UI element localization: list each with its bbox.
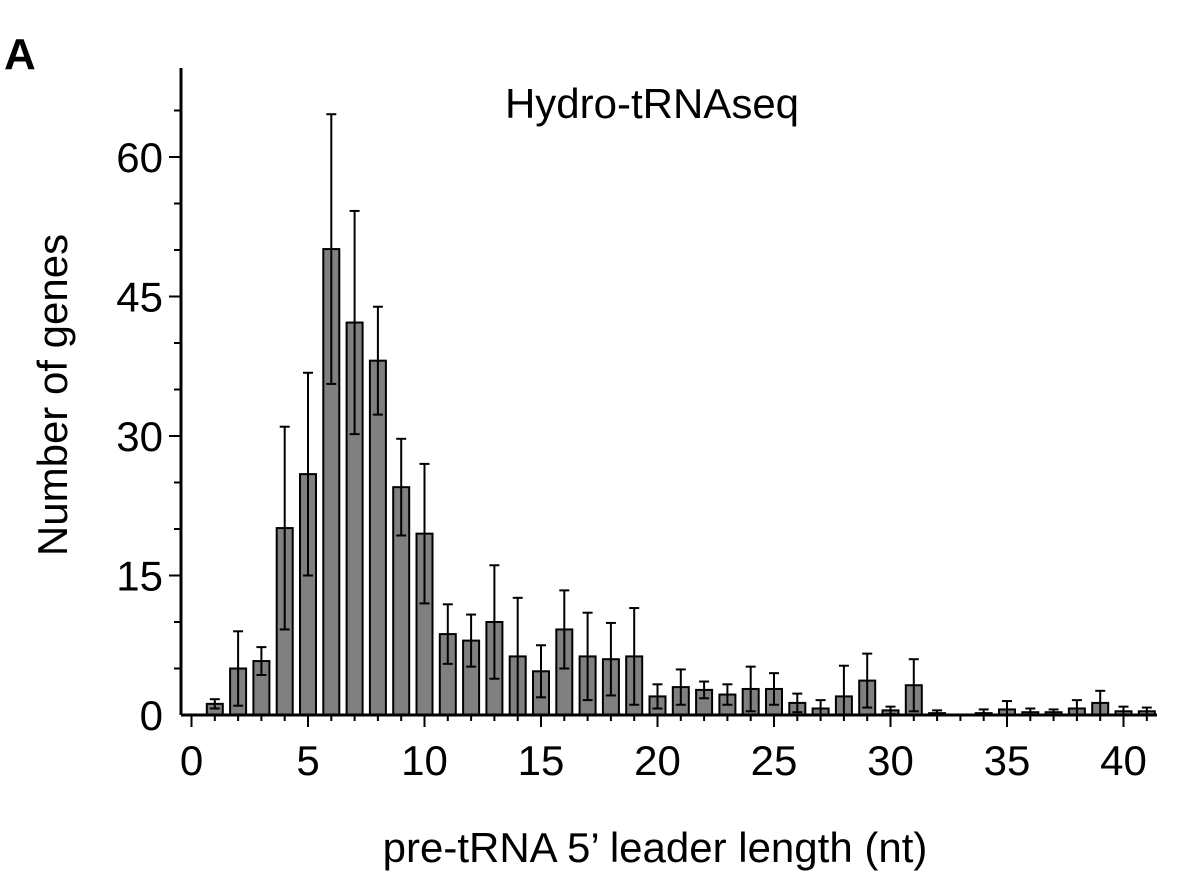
y-tick-label: 15 [116,553,163,600]
x-tick-label: 20 [634,737,681,784]
y-tick-label: 60 [116,134,163,181]
x-tick-label: 25 [751,737,798,784]
x-tick-label: 30 [867,737,914,784]
y-tick-label: 0 [140,692,163,739]
x-tick-label: 15 [518,737,565,784]
x-tick-label: 35 [984,737,1031,784]
x-tick-label: 5 [296,737,319,784]
bars-group [205,248,1156,717]
x-tick-label: 40 [1100,737,1147,784]
y-axis-label: Number of genes [29,234,76,556]
x-tick-label: 10 [401,737,448,784]
chart-title: Hydro-tRNAseq [505,80,799,127]
x-axis-label: pre-tRNA 5’ leader length (nt) [383,824,928,871]
panel-label: A [4,30,36,79]
axes-group: 0 15 30 45 60 0 5 10 15 20 25 30 35 40 [116,68,1157,784]
x-tick-label: 0 [180,737,203,784]
y-tick-label: 45 [116,274,163,321]
error-bars-group [209,113,1152,716]
y-tick-label: 30 [116,413,163,460]
